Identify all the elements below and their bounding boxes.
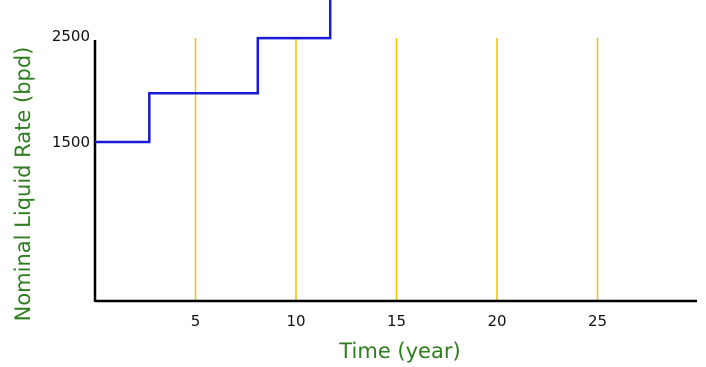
x-tick-label-5: 5	[191, 312, 201, 330]
y-tick-labels: 1500250035004500	[52, 27, 90, 151]
x-tick-labels: 5 10 15 20 25	[191, 312, 607, 330]
y-tick-label-1500: 1500	[52, 133, 90, 151]
x-tick-label-20: 20	[487, 312, 506, 330]
x-tick-label-25: 25	[588, 312, 607, 330]
x-axis-title: Time (year)	[338, 339, 460, 363]
y-axis-title: Nominal Liquid Rate (bpd)	[11, 47, 35, 322]
series-line-0	[95, 0, 332, 144]
vertical-gridlines	[194, 38, 599, 301]
series-group	[95, 0, 332, 144]
axes	[93, 40, 697, 303]
x-tick-label-10: 10	[286, 312, 305, 330]
y-tick-label-2500: 2500	[52, 27, 90, 45]
x-tick-label-15: 15	[387, 312, 406, 330]
